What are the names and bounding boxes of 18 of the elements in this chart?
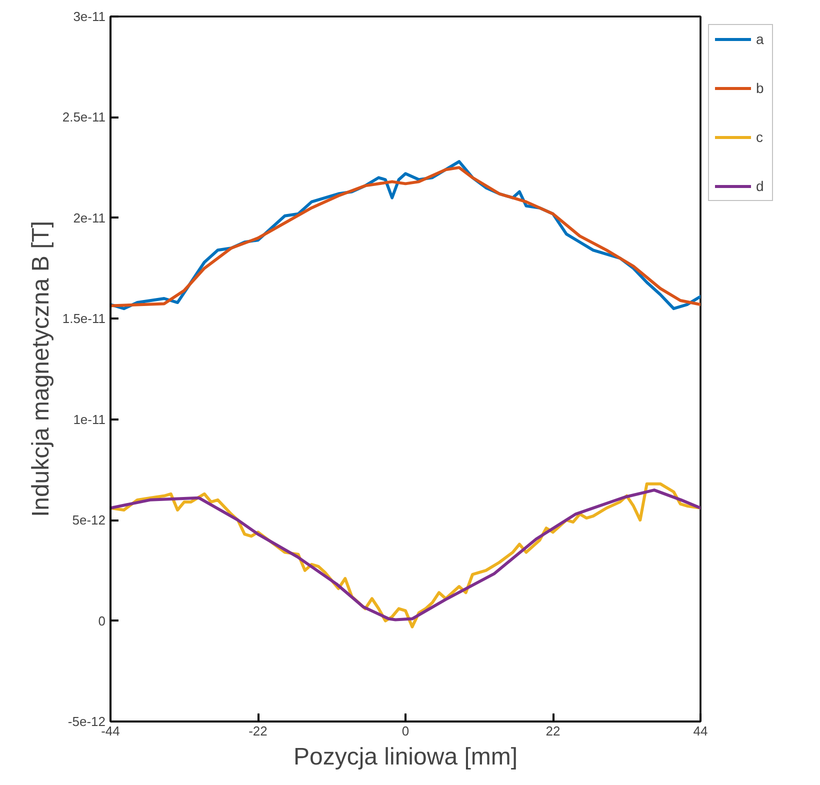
- y-tick-label: -5e-12: [68, 714, 106, 729]
- y-tick-label: 5e-12: [72, 512, 106, 528]
- x-axis-title: Pozycja liniowa [mm]: [293, 744, 518, 770]
- x-tick-label: 44: [693, 724, 708, 738]
- x-tick-label: -22: [248, 724, 268, 738]
- x-tick-label: 22: [546, 724, 560, 738]
- y-tick-label: 3e-11: [73, 9, 106, 24]
- x-tick-label: 0: [402, 724, 410, 738]
- legend-label: b: [756, 80, 765, 96]
- y-tick-label: 1e-11: [73, 412, 106, 427]
- y-tick-label: 0: [98, 613, 106, 628]
- y-axis-title: Indukcja magnetyczna B [T]: [27, 220, 54, 518]
- legend-label: a: [756, 31, 765, 47]
- legend-label: c: [756, 129, 764, 145]
- y-tick-label: 1.5e-11: [62, 311, 106, 326]
- y-tick-label: 2e-11: [73, 210, 106, 226]
- y-tick-label: 2.5e-11: [62, 110, 106, 125]
- legend-label: d: [756, 178, 765, 194]
